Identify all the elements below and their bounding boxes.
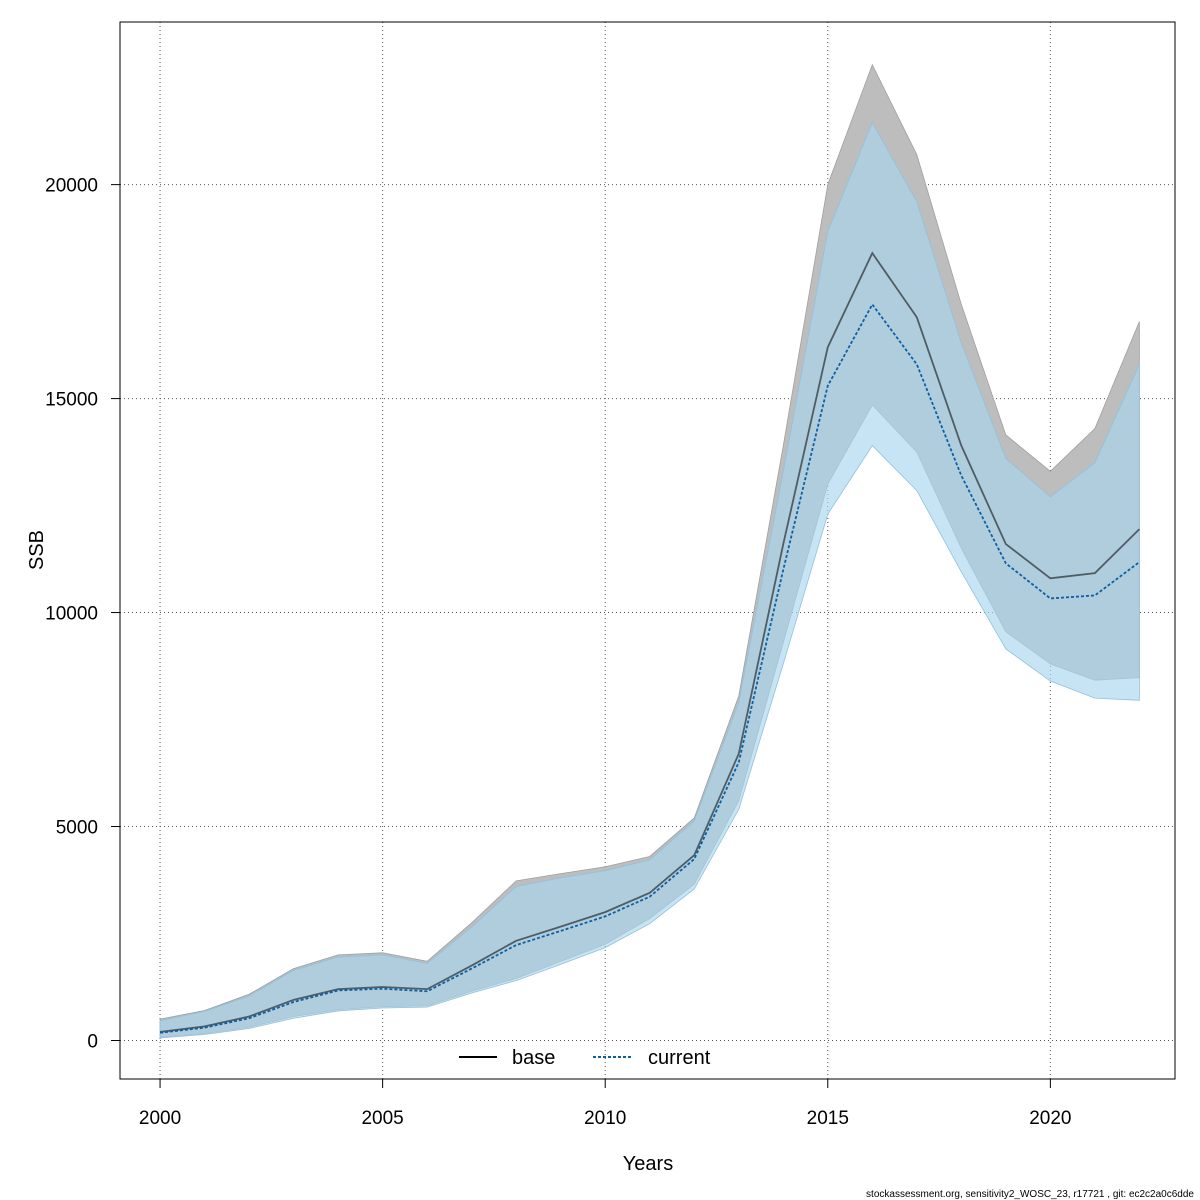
confidence-bands (159, 63, 1140, 1039)
y-tick-label: 15000 (45, 390, 98, 411)
x-tick-label: 2015 (807, 1108, 849, 1129)
x-tick-label: 2010 (584, 1108, 626, 1129)
x-tick-label: 2005 (361, 1108, 403, 1129)
y-tick-label: 20000 (45, 176, 98, 197)
y-tick-label: 5000 (56, 818, 98, 839)
band-current (159, 121, 1140, 1039)
y-axis-title: SSB (26, 530, 48, 570)
x-axis-title: Years (623, 1153, 673, 1175)
x-tick-label: 2020 (1029, 1108, 1071, 1129)
y-tick-label: 0 (87, 1031, 98, 1052)
legend: base current (459, 1047, 711, 1069)
legend-label-base: base (512, 1047, 555, 1069)
axes: 2000 2005 2010 2015 2020 0 5000 10000 15000 20000 (45, 176, 1071, 1129)
y-tick-label: 10000 (45, 604, 98, 625)
line-current (159, 302, 1140, 1034)
series-lines (159, 251, 1141, 1034)
legend-label-current: current (648, 1047, 711, 1069)
plot-frame (119, 21, 1176, 1080)
footer-text: stockassessment.org, sensitivity2_WOSC_2… (866, 1189, 1194, 1200)
line-base (159, 251, 1141, 1033)
x-tick-label: 2000 (139, 1108, 181, 1129)
